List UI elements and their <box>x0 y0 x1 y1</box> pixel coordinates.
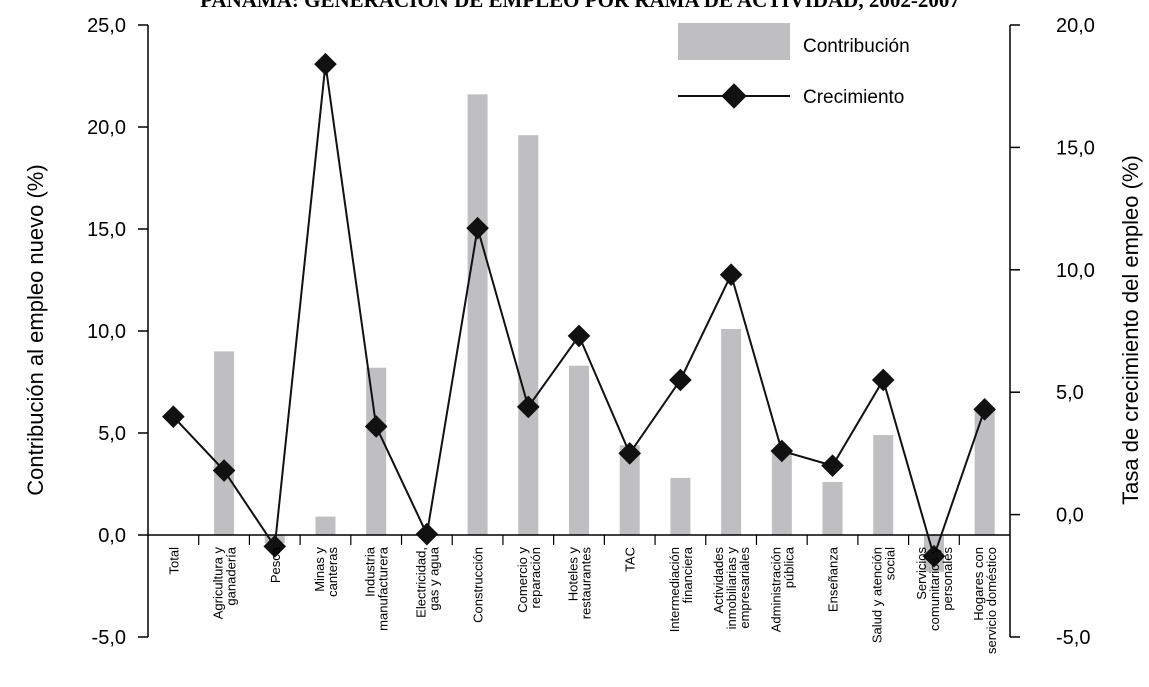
legend-label-contribucion: Contribución <box>803 36 910 57</box>
y-tick-label-right: 0,0 <box>1056 505 1084 527</box>
category-label: Servicioscomunitarios ypersonales <box>914 547 955 631</box>
category-label: Construcción <box>471 547 486 623</box>
growth-marker <box>415 522 439 546</box>
y-tick-label-right: 15,0 <box>1056 137 1095 159</box>
growth-marker <box>314 52 337 76</box>
category-label: Hoteles yrestaurantes <box>566 547 594 620</box>
growth-marker <box>871 368 895 392</box>
growth-marker <box>719 263 743 287</box>
bar <box>822 481 843 535</box>
y-tick-label-left: 10,0 <box>87 321 126 343</box>
category-label: Actividadesinmobiliarias yempresariales <box>711 547 752 630</box>
category-label: Hogares conservicio doméstico <box>971 547 999 654</box>
contribution-bars <box>214 94 995 572</box>
growth-marker <box>770 439 794 463</box>
bar <box>569 365 589 535</box>
bar <box>315 516 336 535</box>
bar <box>670 477 691 535</box>
category-label: Electricidad,gas y agua <box>413 546 441 618</box>
bar <box>366 367 387 535</box>
legend: Contribución Crecimiento <box>678 23 910 109</box>
y-tick-label-right: -5,0 <box>1056 627 1090 649</box>
category-label: Minas ycanteras <box>312 547 340 597</box>
legend-swatch-contribucion <box>678 23 790 60</box>
y-tick-label-left: -5,0 <box>92 627 126 649</box>
bar <box>771 449 792 535</box>
growth-marker <box>618 442 642 465</box>
category-label: Salud y atenciónsocial <box>870 547 898 643</box>
y-tick-label-left: 20,0 <box>87 117 126 139</box>
legend-marker-crecimiento <box>721 83 747 109</box>
category-label: Comercio yreparación <box>515 547 543 613</box>
growth-marker <box>567 324 591 348</box>
category-label: Intermediaciónfinanciera <box>667 546 695 632</box>
y-tick-label-right: 20,0 <box>1056 15 1095 37</box>
bar <box>467 94 488 536</box>
category-label: Total <box>166 547 181 575</box>
category-label: Agricultura yganadería <box>211 546 239 619</box>
y-tick-label-left: 25,0 <box>87 15 126 37</box>
growth-marker <box>516 395 540 419</box>
y-axis-label-left: Contribución al empleo nuevo (%) <box>23 164 48 495</box>
legend-label-crecimiento: Crecimiento <box>803 87 904 108</box>
bar <box>518 135 539 535</box>
category-label: Administraciónpública <box>768 546 796 632</box>
growth-marker <box>973 398 996 421</box>
growth-marker <box>821 454 844 477</box>
y-tick-label-left: 0,0 <box>98 525 126 547</box>
bar <box>873 435 894 535</box>
growth-marker <box>922 544 946 568</box>
y-tick-label-left: 5,0 <box>98 423 126 445</box>
growth-marker <box>669 368 692 392</box>
growth-marker <box>263 535 287 558</box>
category-label: Enseñanza <box>826 546 841 612</box>
y-tick-label-right: 10,0 <box>1056 260 1095 282</box>
bar <box>721 328 742 535</box>
category-labels: Total Agricultura yganadería Pesca Minas yc… <box>166 546 999 654</box>
y-tick-label-left: 15,0 <box>87 219 126 241</box>
y-axis-label-right: Tasa de crecimiento del empleo (%) <box>1118 155 1143 505</box>
bar <box>214 351 235 535</box>
axes: 25,0 20,0 15,0 10,0 5,0 0,0 -5,0 20,0 15,0 10,0 5,… <box>87 15 1095 649</box>
bar <box>974 410 995 535</box>
growth-marker <box>364 415 388 438</box>
bar <box>619 445 640 535</box>
category-label: Pesca <box>268 546 283 583</box>
y-tick-label-right: 5,0 <box>1056 382 1084 404</box>
category-label: Industriamanufacturera <box>363 546 391 631</box>
category-label: TAC <box>623 547 638 572</box>
chart-title: PANAMÁ: GENERACIÓN DE EMPLEO POR RAMA DE… <box>200 0 960 12</box>
